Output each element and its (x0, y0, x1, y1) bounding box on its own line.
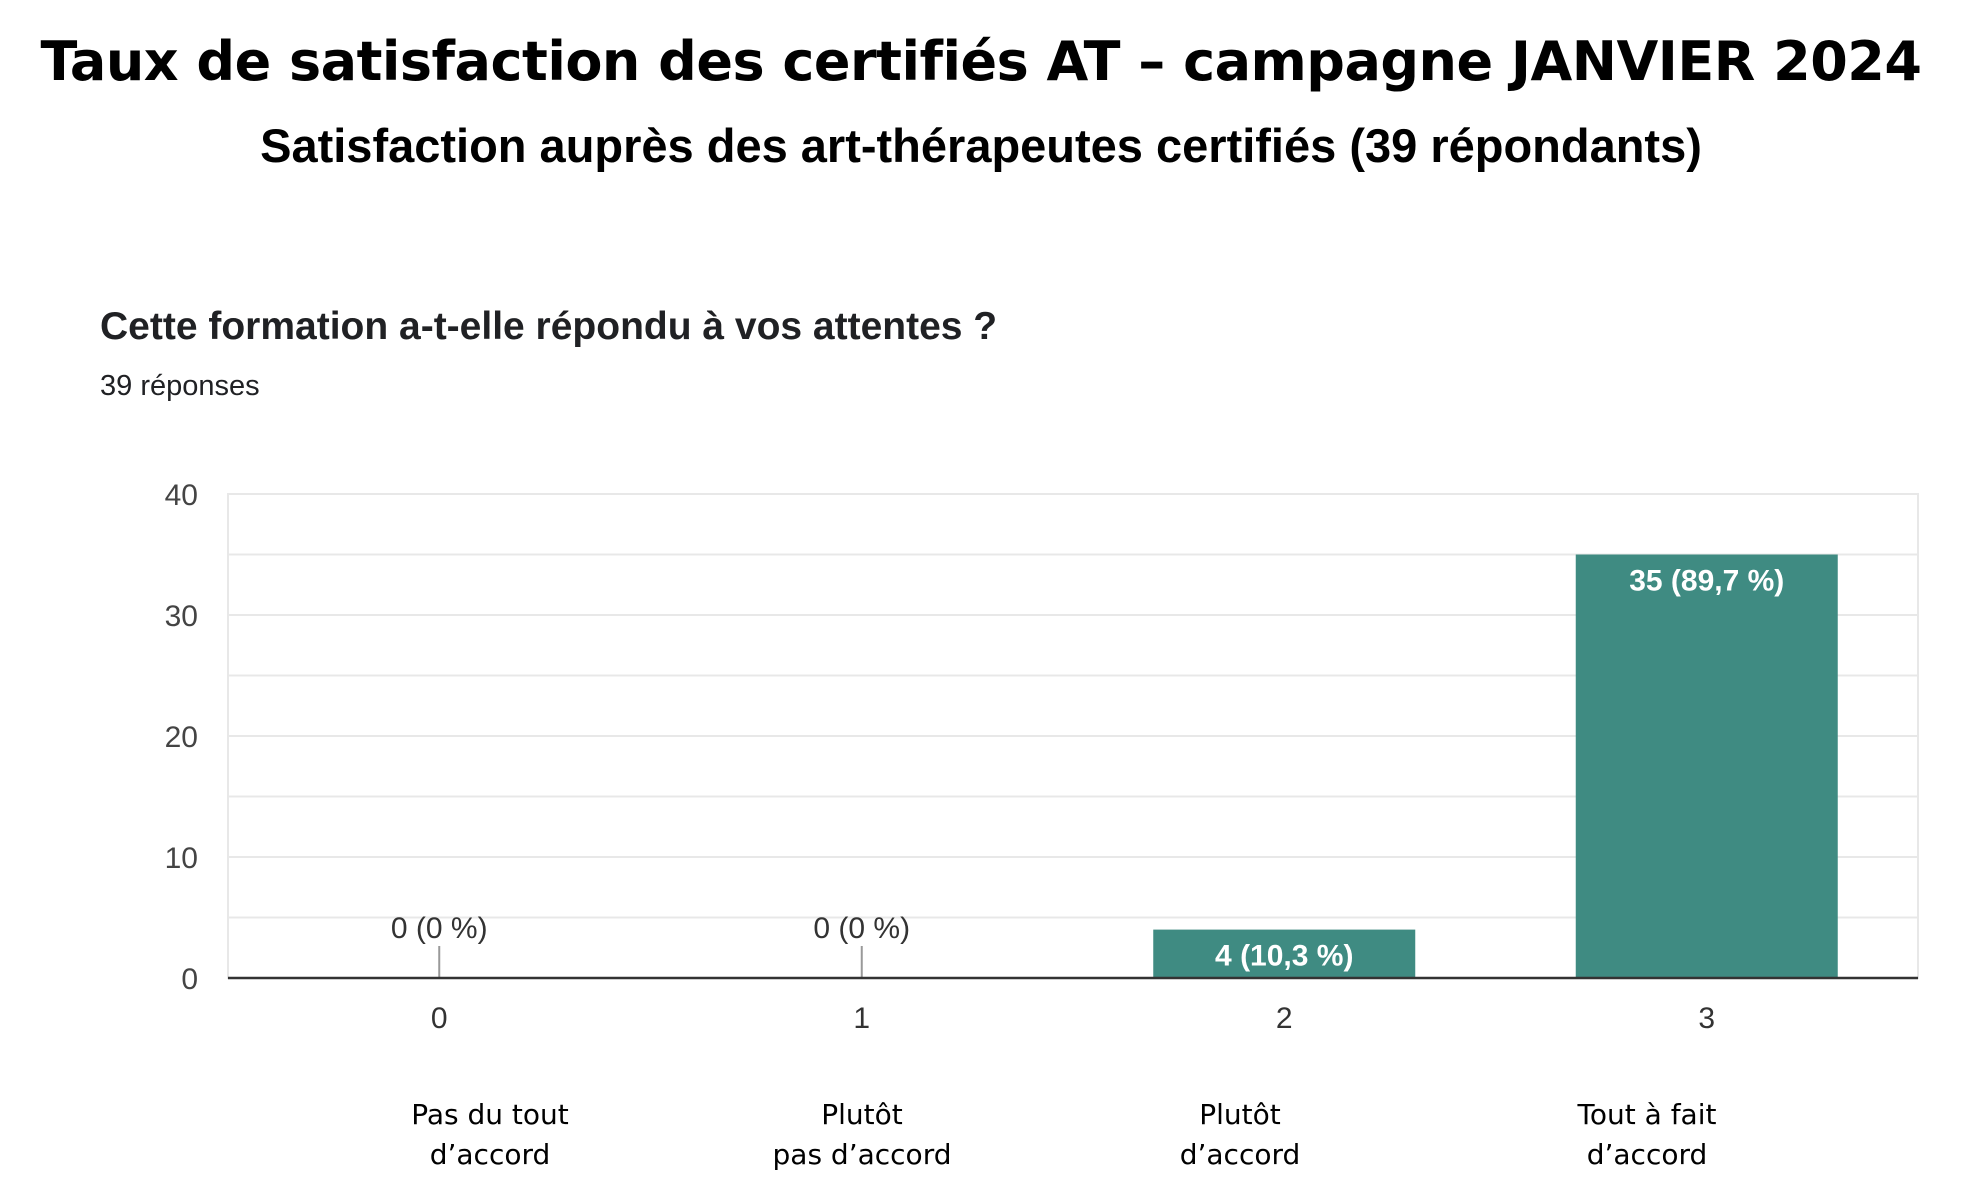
page-subtitle: Satisfaction auprès des art-thérapeutes … (260, 119, 1702, 172)
data-label-1: 0 (0 %) (813, 912, 910, 945)
category-description-3: Tout à fait d’accord (1577, 1098, 1717, 1171)
x-tick-label-3: 3 (1698, 1002, 1715, 1035)
category-description-1: Plutôt pas d’accord (772, 1098, 952, 1171)
category-description-2: Plutôt d’accord (1179, 1098, 1301, 1171)
y-tick-label-2: 20 (165, 721, 198, 754)
page-title: Taux de satisfaction des certifiés AT – … (40, 30, 1922, 93)
y-tick-label-0: 0 (181, 963, 198, 996)
data-label-3: 35 (89,7 %) (1629, 565, 1784, 598)
x-tick-label-2: 2 (1276, 1002, 1293, 1035)
data-label-2: 4 (10,3 %) (1215, 940, 1353, 973)
category-description-0: Pas du tout d’accord (411, 1098, 569, 1171)
x-tick-label-1: 1 (853, 1002, 870, 1035)
bar-3 (1575, 554, 1838, 978)
y-tick-label-4: 40 (165, 479, 198, 512)
bar-2 (1153, 929, 1416, 978)
y-tick-label-3: 30 (165, 600, 198, 633)
x-tick-label-0: 0 (431, 1002, 448, 1035)
response-count: 39 réponses (100, 370, 260, 402)
chart-title: Cette formation a-t-elle répondu à vos a… (100, 305, 998, 348)
y-tick-label-1: 10 (165, 842, 198, 875)
data-label-0: 0 (0 %) (391, 912, 488, 945)
